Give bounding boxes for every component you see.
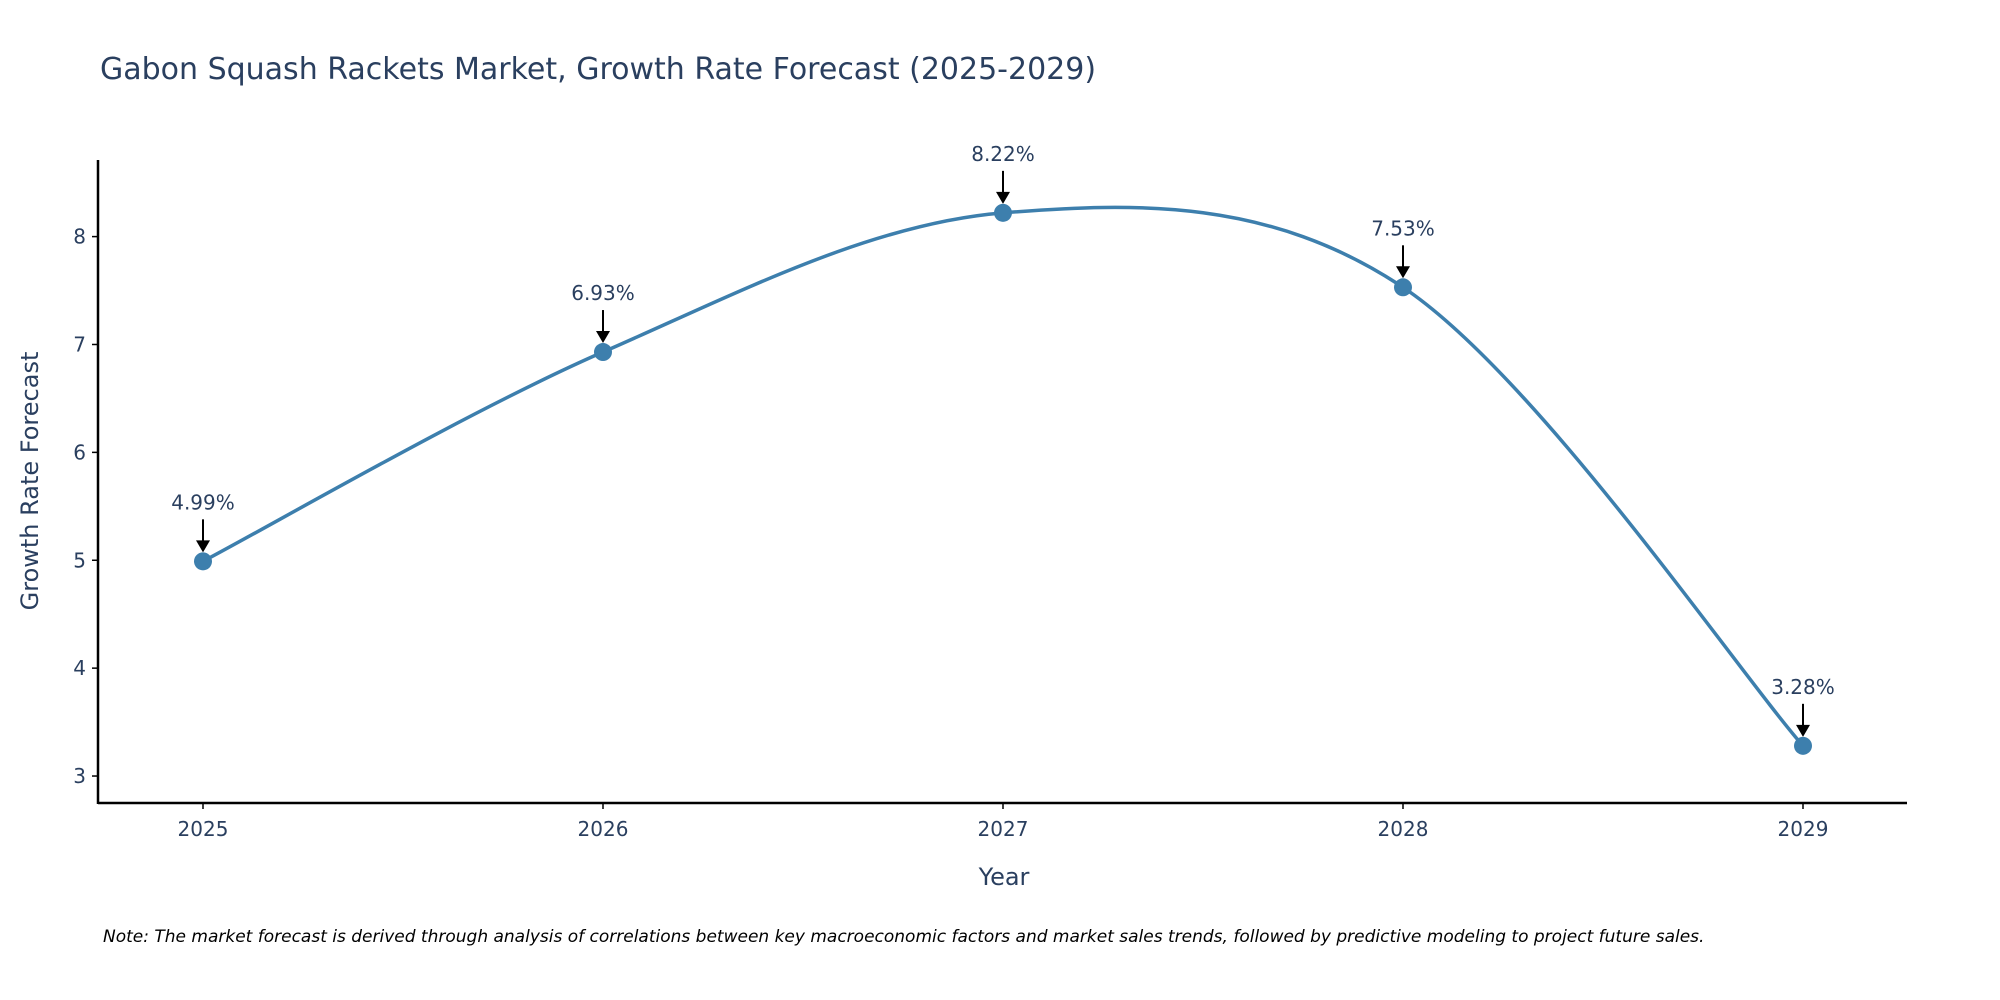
y-tick-label: 8 bbox=[73, 225, 86, 249]
y-tick-label: 4 bbox=[73, 656, 86, 680]
data-point bbox=[994, 203, 1012, 222]
data-label: 6.93% bbox=[571, 281, 635, 305]
x-tick-label: 2026 bbox=[578, 817, 629, 841]
data-point bbox=[194, 552, 212, 571]
y-tick-group: 3 4 5 6 7 8 bbox=[73, 225, 98, 788]
marker-group bbox=[194, 203, 1812, 755]
data-point bbox=[1394, 278, 1412, 297]
annotation-arrowhead bbox=[596, 331, 610, 344]
x-tick-label: 2027 bbox=[978, 817, 1029, 841]
y-tick-label: 3 bbox=[73, 764, 86, 788]
footnote: Note: The market forecast is derived thr… bbox=[103, 927, 1704, 947]
annotation-arrowhead bbox=[996, 191, 1010, 204]
chart-title: Gabon Squash Rackets Market, Growth Rate… bbox=[100, 52, 1096, 87]
data-label: 4.99% bbox=[171, 490, 235, 514]
data-point bbox=[1794, 736, 1812, 755]
x-axis-title: Year bbox=[978, 863, 1030, 891]
x-tick-label: 2025 bbox=[178, 817, 229, 841]
annotation-arrowhead bbox=[1796, 724, 1810, 737]
x-tick-label: 2028 bbox=[1378, 817, 1429, 841]
y-tick-label: 7 bbox=[73, 332, 86, 356]
y-tick-label: 5 bbox=[73, 548, 86, 572]
data-point bbox=[594, 343, 612, 362]
annotation-arrowhead bbox=[196, 540, 210, 553]
data-label: 3.28% bbox=[1771, 675, 1835, 699]
x-tick-label: 2029 bbox=[1778, 817, 1829, 841]
annotation-arrowhead bbox=[1396, 266, 1410, 279]
y-tick-label: 6 bbox=[73, 440, 86, 464]
data-label: 8.22% bbox=[971, 142, 1035, 166]
data-label: 7.53% bbox=[1371, 216, 1435, 240]
x-tick-group: 2025 2026 2027 2028 2029 bbox=[178, 803, 1829, 841]
plot-area: 3 4 5 6 7 8 2025 2026 2027 2028 2029 4.99% 6.93% 8.… bbox=[73, 142, 1907, 841]
series-line bbox=[202, 205, 1805, 747]
data-label-group: 4.99% 6.93% 8.22% 7.53% 3.28% bbox=[171, 142, 1835, 737]
y-axis-title: Growth Rate Forecast bbox=[16, 352, 44, 611]
